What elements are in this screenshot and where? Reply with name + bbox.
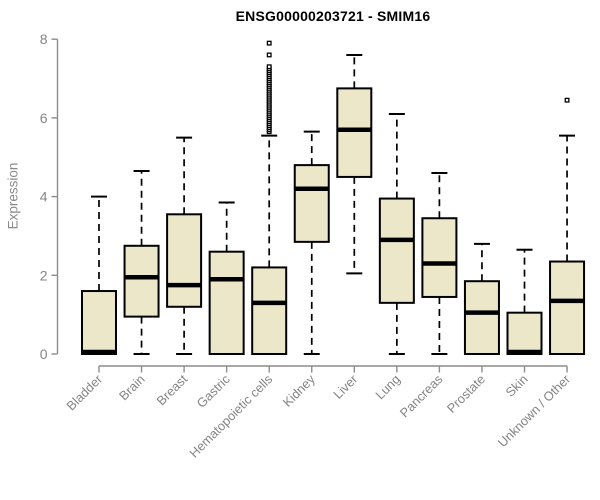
box-brain xyxy=(123,244,160,318)
outlier-point-hematopoietic-cells xyxy=(266,64,272,70)
box-gastric xyxy=(208,250,245,355)
x-tick-label-lung: Lung xyxy=(372,372,403,403)
x-tick-label-kidney: Kidney xyxy=(280,371,319,410)
y-tick-label: 4 xyxy=(40,189,48,205)
box-lung xyxy=(378,197,415,304)
outlier-point-hematopoietic-cells xyxy=(266,52,272,58)
box-kidney xyxy=(293,164,330,243)
x-tick-label-hematopoietic-cells: Hematopoietic cells xyxy=(186,372,275,461)
box-unknown-other xyxy=(549,260,586,355)
x-tick-label-breast: Breast xyxy=(153,371,190,408)
x-tick-label-liver: Liver xyxy=(330,371,361,402)
x-tick-label-pancreas: Pancreas xyxy=(397,372,446,421)
y-tick-label: 2 xyxy=(40,267,48,283)
chart-title: ENSG00000203721 - SMIM16 xyxy=(235,8,431,24)
y-tick-label: 8 xyxy=(40,31,48,47)
y-tick-label: 6 xyxy=(40,110,48,126)
x-tick-label-prostate: Prostate xyxy=(444,372,488,416)
y-tick-label: 0 xyxy=(40,346,48,362)
box-skin xyxy=(506,311,543,355)
outlier-point-hematopoietic-cells xyxy=(266,40,272,46)
x-tick-label-unknown-other: Unknown / Other xyxy=(495,371,574,450)
box-liver xyxy=(336,87,373,178)
box-bladder xyxy=(81,290,117,356)
x-tick-label-skin: Skin xyxy=(502,372,530,400)
y-axis-label: Expression xyxy=(5,162,21,230)
box-pancreas xyxy=(421,217,458,298)
box-hematopoietic-cells xyxy=(251,266,288,355)
x-tick-label-gastric: Gastric xyxy=(194,371,234,411)
outlier-point-unknown-other xyxy=(564,97,570,103)
box-breast xyxy=(166,213,203,308)
x-tick-label-bladder: Bladder xyxy=(63,371,105,413)
x-tick-label-brain: Brain xyxy=(116,372,148,404)
box-prostate xyxy=(463,280,500,356)
